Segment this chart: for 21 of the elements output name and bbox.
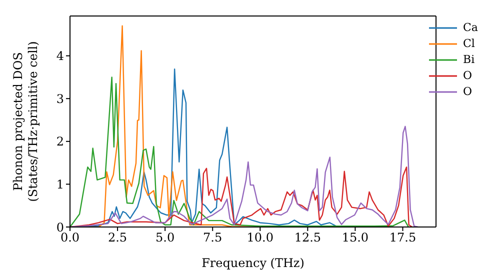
x-tick-label: 17.5 [389, 230, 416, 245]
legend-label: Bi [463, 53, 475, 67]
x-tick-label: 12.5 [294, 230, 322, 245]
legend-label: Cl [463, 37, 475, 51]
line-series [70, 126, 419, 227]
x-tick-label: 7.5 [203, 230, 222, 245]
y-axis-title: Phonon projected DOS (States/THz·primitive cell) [11, 41, 40, 202]
x-axis-title: Frequency (THz) [202, 256, 304, 270]
y-tick-label: 1 [56, 177, 64, 192]
legend-label: O [463, 69, 472, 83]
x-tick-label: 10.0 [246, 230, 274, 245]
line-series [70, 166, 413, 227]
line-series [70, 76, 410, 227]
x-tick-label: 2.5 [108, 230, 128, 245]
y-tick-label: 3 [56, 92, 64, 106]
legend-label: O [463, 85, 472, 99]
y-tick-label: 4 [56, 49, 64, 64]
y-tick-label: 2 [56, 134, 64, 149]
x-tick-label: 5.0 [156, 230, 175, 245]
legend-label: Ca [463, 21, 478, 35]
x-tick-label: 15.0 [342, 230, 369, 245]
